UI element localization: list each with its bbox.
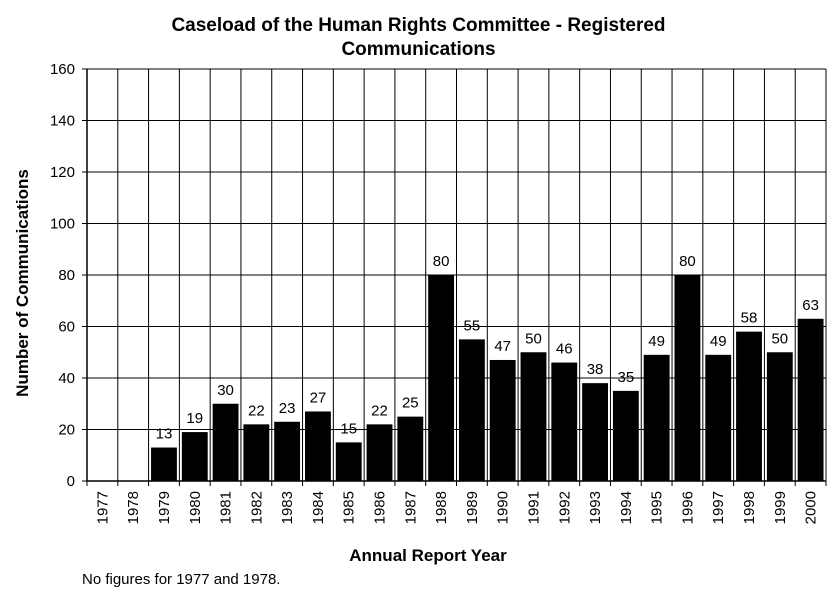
x-tick-label: 1996 <box>679 491 696 524</box>
x-tick-label: 1981 <box>218 491 235 524</box>
x-tick-label: 1983 <box>279 491 296 524</box>
data-label: 35 <box>618 369 635 386</box>
bar <box>428 275 455 481</box>
x-tick-label: 1979 <box>156 491 173 524</box>
y-axis-label: Number of Communications <box>13 169 32 397</box>
x-tick-label: 1994 <box>618 491 635 524</box>
bar <box>489 359 516 481</box>
chart-title: Caseload of the Human Rights Committee -… <box>0 14 837 62</box>
data-label: 19 <box>186 410 203 427</box>
data-label: 49 <box>710 333 727 350</box>
bar <box>366 424 393 481</box>
bar <box>551 362 578 481</box>
bar <box>397 416 424 481</box>
x-tick-label: 1984 <box>310 491 327 524</box>
data-label: 49 <box>648 333 665 350</box>
data-label: 25 <box>402 395 419 412</box>
bar <box>212 403 239 481</box>
data-label: 58 <box>741 310 758 327</box>
y-tick-label: 80 <box>58 267 75 284</box>
x-tick-label: 1987 <box>402 491 419 524</box>
x-tick-label: 1999 <box>772 491 789 524</box>
x-tick-label: 1990 <box>495 491 512 524</box>
bar <box>736 331 762 481</box>
data-label: 22 <box>248 402 265 419</box>
data-label: 50 <box>771 330 788 347</box>
x-tick-label: 1982 <box>248 491 265 524</box>
data-label: 80 <box>679 253 696 270</box>
footnote: No figures for 1977 and 1978. <box>82 571 281 588</box>
bar <box>151 447 177 481</box>
x-tick-label: 1995 <box>649 491 666 524</box>
x-tick-label: 1991 <box>525 491 542 524</box>
y-tick-label: 100 <box>50 216 75 233</box>
y-tick-label: 40 <box>58 370 75 387</box>
data-label: 13 <box>156 426 173 443</box>
data-label: 55 <box>464 317 481 334</box>
data-label: 47 <box>494 338 511 355</box>
bar <box>458 339 485 481</box>
bar <box>643 354 670 481</box>
x-tick-label: 1998 <box>741 491 758 524</box>
data-label: 50 <box>525 330 542 347</box>
x-tick-label: 1986 <box>372 491 389 524</box>
y-tick-label: 140 <box>50 113 75 130</box>
y-tick-label: 60 <box>58 319 75 336</box>
data-label: 27 <box>310 389 327 406</box>
bar <box>243 424 270 481</box>
x-tick-label: 1978 <box>125 491 142 524</box>
x-axis-label: Annual Report Year <box>349 546 507 565</box>
bar <box>305 411 331 481</box>
bar <box>335 442 362 481</box>
bar <box>797 318 824 481</box>
data-label: 15 <box>340 420 357 437</box>
bar <box>766 352 793 481</box>
data-label: 23 <box>279 400 296 417</box>
bar <box>612 390 639 481</box>
x-tick-label: 1988 <box>433 491 450 524</box>
x-tick-label: 1977 <box>94 491 111 524</box>
x-tick-label: 1989 <box>464 491 481 524</box>
chart-title-line-1: Caseload of the Human Rights Committee -… <box>171 15 666 36</box>
data-label: 22 <box>371 402 388 419</box>
y-tick-label: 0 <box>67 473 75 490</box>
data-label: 80 <box>433 253 450 270</box>
x-tick-label: 2000 <box>803 491 820 524</box>
data-label: 63 <box>802 297 819 314</box>
bar <box>520 352 547 481</box>
data-label: 46 <box>556 341 573 358</box>
bar <box>274 421 301 481</box>
data-label: 30 <box>217 382 234 399</box>
x-tick-label: 1997 <box>710 491 727 524</box>
bars <box>151 275 824 481</box>
y-tick-label: 120 <box>50 164 75 181</box>
x-tick-label: 1980 <box>187 491 204 524</box>
chart-title-line-2: Communications <box>341 39 496 60</box>
data-label: 38 <box>587 361 604 378</box>
y-tick-label: 20 <box>58 422 75 439</box>
x-tick-label: 1993 <box>587 491 604 524</box>
x-tick-label: 1985 <box>341 491 358 524</box>
y-tick-label: 160 <box>50 61 75 78</box>
bar <box>181 432 208 481</box>
x-tick-label: 1992 <box>556 491 573 524</box>
data-labels: 13 19 30 22 23 27 15 22 25 80 55 47 50 46 38 35 49 80 49 58… <box>156 253 819 443</box>
bar <box>582 383 608 481</box>
bar <box>674 275 701 481</box>
bar <box>705 354 732 481</box>
